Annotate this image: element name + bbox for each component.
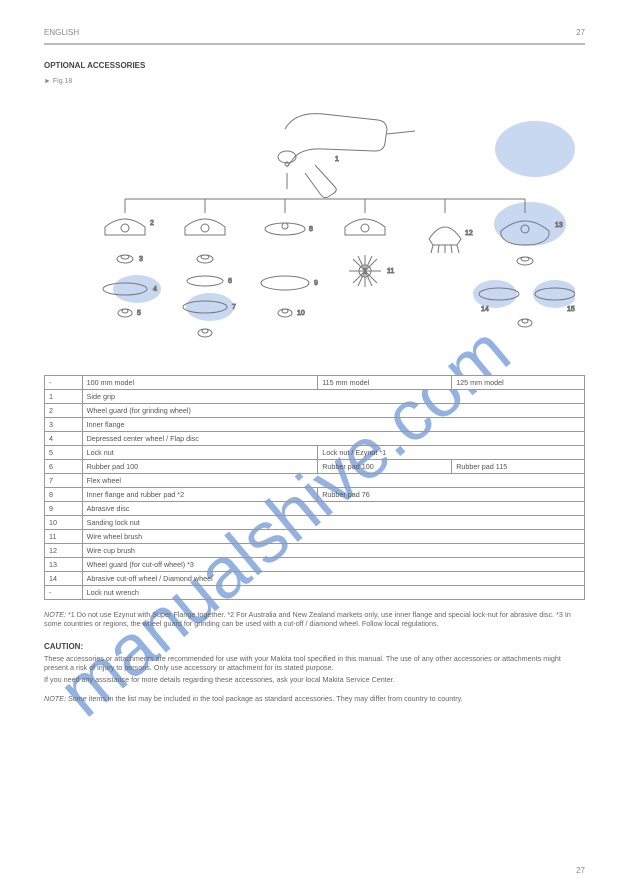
th-2: 115 mm model [318, 376, 452, 390]
table-row: 2Wheel guard (for grinding wheel) [45, 404, 585, 418]
row-index: 11 [45, 530, 83, 544]
table-row: 13Wheel guard (for cut-off wheel) *3 [45, 558, 585, 572]
callout-1: 1 [335, 156, 339, 163]
table-row: 1Side grip [45, 390, 585, 404]
callout-12: 12 [465, 230, 473, 237]
header-left: ENGLISH [44, 28, 79, 37]
table-row: 11Wire wheel brush [45, 530, 585, 544]
row-index: 5 [45, 446, 83, 460]
callout-10: 10 [297, 310, 305, 317]
row-index: 4 [45, 432, 83, 446]
note-2: NOTE: Some items in the list may be incl… [44, 694, 585, 703]
table-row: 10Sanding lock nut [45, 516, 585, 530]
callout-4: 4 [153, 286, 157, 293]
caution-body: These accessories or attachments are rec… [44, 654, 585, 672]
table-cell: Inner flange and rubber pad *2 [82, 488, 318, 502]
th-3: 125 mm model [452, 376, 585, 390]
table-row: -Lock nut wrench [45, 586, 585, 600]
table-cell: Flex wheel [82, 474, 584, 488]
row-index: 10 [45, 516, 83, 530]
table-cell: Wheel guard (for grinding wheel) [82, 404, 584, 418]
callout-7: 7 [232, 304, 236, 311]
table-row: 12Wire cup brush [45, 544, 585, 558]
callout-3: 3 [139, 256, 143, 263]
row-index: 3 [45, 418, 83, 432]
header-right: 27 [576, 28, 585, 37]
callout-5: 5 [137, 310, 141, 317]
table-cell: Side grip [82, 390, 584, 404]
table-row: 8Inner flange and rubber pad *2Rubber pa… [45, 488, 585, 502]
callout-2: 2 [150, 220, 154, 227]
table-cell: Lock nut [82, 446, 318, 460]
section-title: OPTIONAL ACCESSORIES [44, 61, 585, 70]
footnotes: NOTE: *1 Do not use Ezynut with Super Fl… [44, 610, 585, 628]
row-index: 14 [45, 572, 83, 586]
page-number: 27 [576, 866, 585, 875]
row-index: 9 [45, 502, 83, 516]
table-cell: Lock nut wrench [82, 586, 584, 600]
table-cell: Wheel guard (for cut-off wheel) *3 [82, 558, 584, 572]
table-cell: Rubber pad 76 [318, 488, 585, 502]
table-cell: Rubber pad 100 [318, 460, 452, 474]
row-index: 6 [45, 460, 83, 474]
highlight-blobs [113, 121, 575, 321]
row-index: 1 [45, 390, 83, 404]
assist-text: If you need any assistance for more deta… [44, 675, 585, 684]
table-cell: Inner flange [82, 418, 584, 432]
accessories-table: - 100 mm model 115 mm model 125 mm model… [44, 375, 585, 600]
row-index: 8 [45, 488, 83, 502]
callout-6: 6 [228, 278, 232, 285]
page-content: ENGLISH 27 OPTIONAL ACCESSORIES ► Fig.18 [0, 0, 629, 703]
table-cell: Rubber pad 100 [82, 460, 318, 474]
callout-13: 13 [555, 222, 563, 229]
row-index: 13 [45, 558, 83, 572]
table-row: 6Rubber pad 100Rubber pad 100Rubber pad … [45, 460, 585, 474]
table-row: 14Abrasive cut-off wheel / Diamond wheel [45, 572, 585, 586]
row-index: 12 [45, 544, 83, 558]
callout-9: 9 [314, 280, 318, 287]
table-cell: Sanding lock nut [82, 516, 584, 530]
table-cell: Wire wheel brush [82, 530, 584, 544]
table-cell: Abrasive disc [82, 502, 584, 516]
table-header-row: - 100 mm model 115 mm model 125 mm model [45, 376, 585, 390]
col-4: 11 [345, 219, 394, 287]
table-row: 9Abrasive disc [45, 502, 585, 516]
table-cell: Lock nut / Ezynut *1 [318, 446, 585, 460]
callout-14: 14 [481, 306, 489, 313]
th-1: 100 mm model [82, 376, 318, 390]
row-index: 7 [45, 474, 83, 488]
col-5: 12 [429, 227, 473, 253]
table-row: 4Depressed center wheel / Flap disc [45, 432, 585, 446]
table-cell: Abrasive cut-off wheel / Diamond wheel [82, 572, 584, 586]
page-header: ENGLISH 27 [44, 28, 585, 45]
callout-8: 8 [309, 226, 313, 233]
exploded-diagram: 1 2 3 4 [55, 89, 575, 369]
table-cell: Wire cup brush [82, 544, 584, 558]
row-index: - [45, 586, 83, 600]
table-row: 5Lock nutLock nut / Ezynut *1 [45, 446, 585, 460]
table-row: 7Flex wheel [45, 474, 585, 488]
angle-grinder-icon: 1 [278, 114, 415, 198]
col-3: 8 9 10 [261, 223, 318, 317]
callout-15: 15 [567, 306, 575, 313]
caution-title: CAUTION: [44, 642, 585, 651]
th-0: - [45, 376, 83, 390]
figure-label: ► Fig.18 [44, 78, 585, 85]
table-cell: Rubber pad 115 [452, 460, 585, 474]
row-index: 2 [45, 404, 83, 418]
table-cell: Depressed center wheel / Flap disc [82, 432, 584, 446]
callout-11: 11 [387, 268, 394, 275]
table-row: 3Inner flange [45, 418, 585, 432]
